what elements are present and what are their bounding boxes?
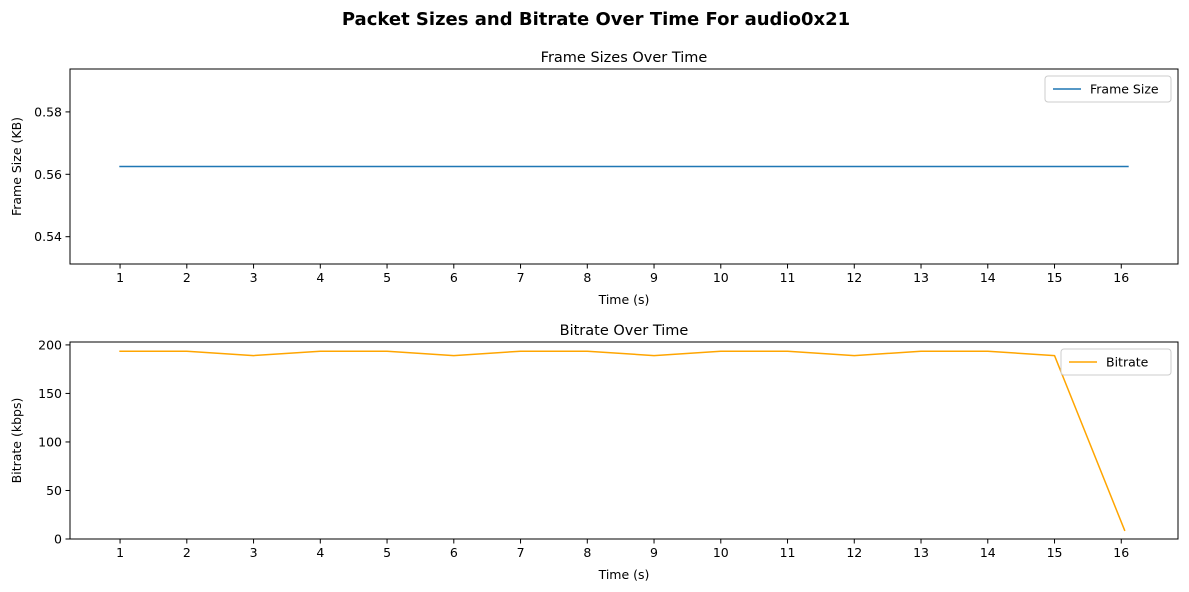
frame-size-x-tick-label: 5 [383,270,391,285]
bitrate-x-tick-label: 1 [116,545,124,560]
frame-size-y-tick-label: 0.56 [34,167,62,182]
frame-size-x-tick-label: 7 [517,270,525,285]
bitrate-x-tick-label: 14 [980,545,996,560]
frame-size-legend: Frame Size [1044,75,1172,103]
frame-size-x-tick-label: 6 [450,270,458,285]
bitrate-x-tick-label: 8 [583,545,591,560]
bitrate-x-tick-label: 7 [517,545,525,560]
bitrate-y-tick-label: 200 [38,337,62,352]
bitrate-x-tick-label: 10 [713,545,729,560]
frame-size-x-tick-label: 2 [183,270,191,285]
bitrate-y-tick-label: 150 [38,386,62,401]
bitrate-x-tick-label: 12 [846,545,862,560]
bitrate-series-line [119,350,1126,532]
frame-size-x-tick-label: 10 [713,270,729,285]
bitrate-x-tick-label: 4 [316,545,324,560]
frame-size-x-axis-label: Time (s) [598,292,650,307]
frame-size-legend-box [1044,75,1172,103]
frame-size-y-tick-label: 0.54 [34,229,62,244]
bitrate-x-tick-label: 2 [183,545,191,560]
frame-size-x-tick-label: 14 [980,270,996,285]
bitrate-x-tick-label: 11 [780,545,796,560]
frame-size-x-tick-label: 9 [650,270,658,285]
figure-title: Packet Sizes and Bitrate Over Time For a… [342,9,850,30]
frame-size-x-tick-label: 4 [316,270,324,285]
frame-size-x-tick-label: 11 [780,270,796,285]
bitrate-x-tick-label: 3 [250,545,258,560]
bitrate-x-axis-label: Time (s) [598,567,650,582]
bitrate-y-axis-label: Bitrate (kbps) [9,398,24,484]
bitrate-x-tick-label: 5 [383,545,391,560]
frame-size-x-tick-label: 12 [846,270,862,285]
frame-size-y-tick-label: 0.58 [34,104,62,119]
frame-size-x-tick-label: 15 [1047,270,1063,285]
bitrate-x-tick-label: 6 [450,545,458,560]
frame-size-x-tick-label: 16 [1113,270,1129,285]
frame-size-x-tick-label: 8 [583,270,591,285]
bitrate-y-tick-label: 100 [38,434,62,449]
bitrate-x-tick-label: 9 [650,545,658,560]
bitrate-legend-label: Bitrate [1106,355,1149,370]
bitrate-x-tick-label: 16 [1113,545,1129,560]
bitrate-plot-frame [69,341,1179,540]
frame-size-plot-frame [69,68,1179,265]
bitrate-chart-title: Bitrate Over Time [560,323,689,339]
bitrate-y-tick-label: 0 [54,532,62,547]
frame-size-chart-title: Frame Sizes Over Time [541,50,708,66]
frame-size-y-axis-label: Frame Size (KB) [9,117,24,216]
frame-size-x-tick-label: 13 [913,270,929,285]
bitrate-legend-box [1060,348,1172,376]
frame-size-x-tick-label: 3 [250,270,258,285]
bitrate-x-tick-label: 15 [1047,545,1063,560]
bitrate-x-tick-label: 13 [913,545,929,560]
bitrate-y-tick-label: 50 [46,483,62,498]
frame-size-legend-label: Frame Size [1090,82,1159,97]
frame-size-x-tick-label: 1 [116,270,124,285]
bitrate-legend: Bitrate [1060,348,1172,376]
